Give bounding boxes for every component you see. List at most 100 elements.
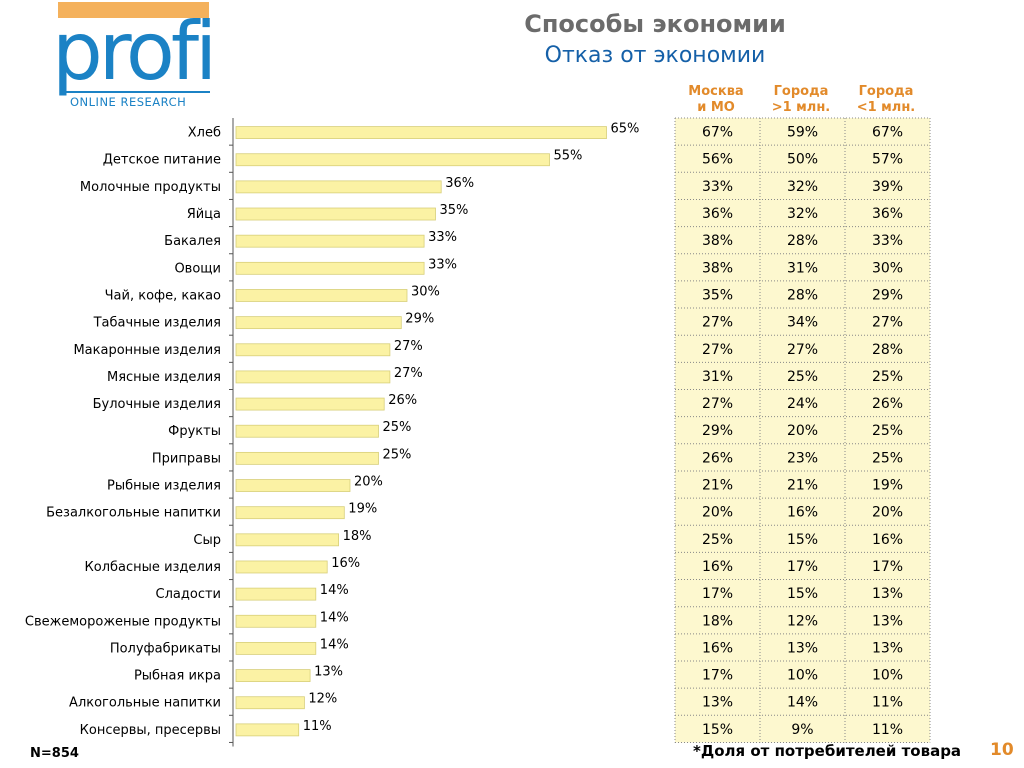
table-cell: 11% [872, 695, 903, 711]
table-cell: 13% [872, 613, 903, 629]
bar-value-label: 27% [394, 366, 423, 381]
table-cell: 31% [702, 369, 733, 385]
table-cell: 38% [702, 233, 733, 249]
table-cell: 12% [787, 613, 818, 629]
bar [235, 153, 550, 167]
bar [235, 560, 328, 574]
table-cell: 29% [872, 287, 903, 303]
table-cell: 25% [872, 450, 903, 466]
bar [235, 587, 317, 601]
bar-value-label: 25% [383, 420, 412, 435]
bar-value-label: 19% [348, 502, 377, 517]
table-cell: 33% [702, 179, 733, 195]
category-label: Свежемороженые продукты [25, 614, 221, 629]
table-cell: 17% [872, 559, 903, 575]
column-header-line: >1 млн. [771, 100, 831, 115]
page-subtitle: Отказ от экономии [544, 43, 766, 68]
table-cell: 13% [872, 586, 903, 602]
bar-value-label: 27% [394, 339, 423, 354]
bar-value-label: 16% [331, 556, 360, 571]
table-cell: 57% [872, 152, 903, 168]
bar [235, 316, 402, 330]
bar [235, 397, 385, 411]
table-cell: 11% [872, 722, 903, 738]
bar-value-label: 25% [383, 447, 412, 462]
table-cell: 15% [787, 532, 818, 548]
table-cell: 67% [872, 125, 903, 141]
table-cell: 16% [702, 559, 733, 575]
bar [235, 669, 311, 682]
table-cell: 27% [702, 315, 733, 331]
category-label: Рыбные изделия [107, 479, 221, 494]
table-cell: 38% [702, 260, 733, 276]
logo-accent-bar [58, 2, 209, 18]
table-cell: 20% [872, 505, 903, 521]
table-cell: 19% [872, 478, 903, 494]
column-header-big-cities: Города >1 млн. [759, 84, 843, 116]
table-cell: 16% [787, 505, 818, 521]
table-cell: 21% [702, 478, 733, 494]
bar [235, 696, 305, 710]
table-cell: 27% [787, 342, 818, 358]
column-header-line: Города [858, 84, 914, 99]
bar-value-label: 33% [428, 257, 457, 272]
bar [235, 343, 391, 357]
table-cell: 34% [787, 315, 818, 331]
table-cell: 17% [787, 559, 818, 575]
bar [235, 180, 442, 194]
category-label: Рыбная икра [134, 669, 221, 684]
bar [235, 723, 300, 737]
bar-value-label: 30% [411, 284, 440, 299]
table-cell: 10% [872, 668, 903, 684]
table-cell: 21% [787, 478, 818, 494]
table-cell: 25% [787, 369, 818, 385]
bar [235, 533, 339, 547]
table-cell: 13% [872, 640, 903, 656]
table-cell: 28% [787, 287, 818, 303]
category-label: Сыр [193, 533, 221, 548]
bar [235, 614, 317, 628]
category-label: Чай, кофе, какао [105, 288, 221, 303]
bar [235, 479, 351, 492]
table-cell: 23% [787, 450, 818, 466]
category-label: Макаронные изделия [73, 343, 221, 358]
table-cell: 33% [872, 233, 903, 249]
category-label: Приправы [152, 451, 221, 466]
table-cell: 25% [872, 423, 903, 439]
bar-value-label: 29% [405, 312, 434, 327]
table-cell: 26% [872, 396, 903, 412]
table-cell: 15% [702, 722, 733, 738]
category-label: Молочные продукты [80, 180, 221, 195]
bar-value-label: 26% [388, 393, 417, 408]
table-column-bg [845, 118, 930, 743]
bar-value-label: 14% [320, 610, 349, 625]
category-label: Хлеб [188, 126, 221, 141]
category-label: Колбасные изделия [85, 560, 221, 575]
bar-value-label: 18% [343, 529, 372, 544]
bar-value-label: 20% [354, 475, 383, 490]
category-label: Булочные изделия [93, 397, 221, 412]
table-cell: 17% [702, 586, 733, 602]
table-cell: 27% [702, 342, 733, 358]
table-cell: 27% [702, 396, 733, 412]
bar [235, 642, 317, 655]
bar [235, 370, 391, 384]
bar [235, 451, 379, 465]
column-header-line: <1 млн. [856, 100, 916, 115]
table-cell: 15% [787, 586, 818, 602]
category-label: Алкогольные напитки [69, 696, 221, 711]
bar [235, 289, 408, 302]
bar [235, 126, 607, 139]
table-cell: 29% [702, 423, 733, 439]
table-cell: 28% [872, 342, 903, 358]
bar [235, 234, 425, 248]
category-label: Яйца [187, 207, 221, 222]
bar-value-label: 36% [445, 176, 474, 191]
table-cell: 27% [872, 315, 903, 331]
category-label: Безалкогольные напитки [46, 506, 221, 521]
table-cell: 67% [702, 125, 733, 141]
footnote: *Доля от потребителей товара [693, 742, 962, 760]
table-cell: 14% [787, 695, 818, 711]
bar [235, 207, 436, 221]
